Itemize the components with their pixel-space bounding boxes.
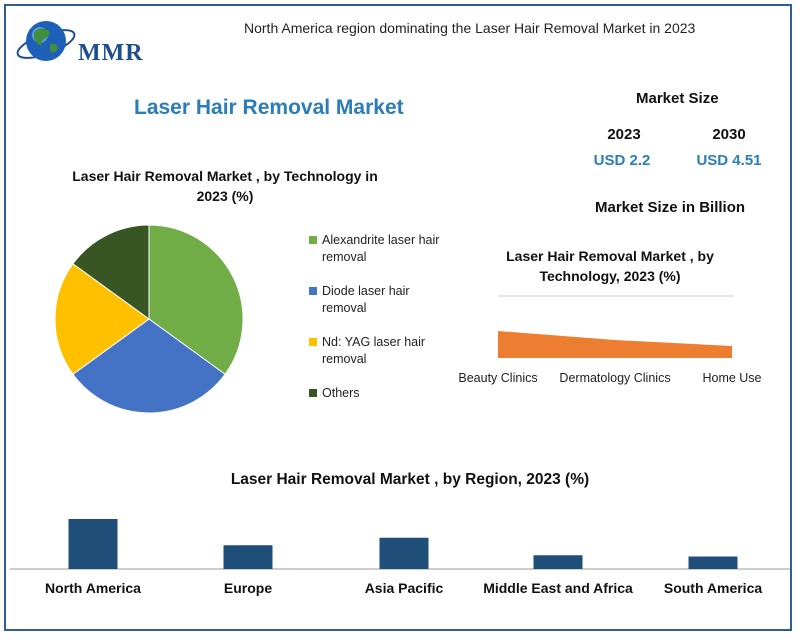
infographic-frame [4, 4, 792, 631]
bar-x-tick-label: North America [45, 580, 141, 596]
globe-logo-icon [16, 21, 76, 61]
technology-pie-chart [54, 224, 244, 414]
legend-item-others: Others [309, 385, 449, 402]
market-size-year-2023: 2023 [607, 126, 641, 143]
region-bar [533, 555, 583, 569]
pie-slice-others [72, 224, 150, 320]
pie-chart-title: Laser Hair Removal Market , by Technolog… [72, 168, 378, 204]
logo-text: MMR [78, 40, 144, 66]
legend-label: Alexandrite laser hair removal [322, 233, 440, 264]
market-size-value-2030: USD 4.51 [696, 152, 762, 169]
region-bar [688, 556, 738, 569]
bar-x-tick-label: Middle East and Africa [483, 580, 633, 596]
pie-slice-alexandrite [148, 224, 244, 375]
page-title: Laser Hair Removal Market [134, 96, 404, 119]
bar-x-tick-label: Europe [224, 580, 272, 596]
legend-label: Others [322, 386, 360, 400]
area-series-fill [498, 331, 732, 358]
bar-x-tick-label: South America [664, 580, 762, 596]
legend-label: Nd: YAG laser hair removal [322, 335, 426, 366]
market-size-unit-label: Market Size in Billion [595, 199, 746, 216]
region-bar [68, 519, 118, 569]
market-size-year-2030: 2030 [712, 126, 746, 143]
region-bar-chart: North America Europe Asia Pacific Middle Ea… [10, 519, 790, 596]
market-size-title: Market Size [636, 90, 719, 107]
region-bar [223, 545, 273, 569]
pie-slice-ndyag [54, 263, 150, 375]
legend-swatch [309, 287, 317, 295]
area-chart-title: Laser Hair Removal Market , by Technolog… [506, 248, 714, 284]
legend-label: Diode laser hair removal [322, 284, 410, 315]
pie-legend: Alexandrite laser hair removal Diode las… [309, 232, 449, 419]
market-size-value-2023: USD 2.2 [593, 152, 651, 169]
legend-swatch [309, 389, 317, 397]
legend-item-diode: Diode laser hair removal [309, 283, 449, 317]
legend-item-alexandrite: Alexandrite laser hair removal [309, 232, 449, 266]
region-bar [379, 537, 429, 569]
legend-swatch [309, 236, 317, 244]
end-user-area-chart: Beauty Clinics Dermatology Clinics Home Us… [458, 295, 762, 385]
area-x-tick-label: Dermatology Clinics [559, 371, 670, 385]
area-x-tick-label: Home Use [702, 371, 761, 385]
header-note: North America region dominating the Lase… [244, 20, 696, 36]
legend-item-ndyag: Nd: YAG laser hair removal [309, 334, 449, 368]
legend-swatch [309, 338, 317, 346]
pie-slice-diode [72, 318, 226, 414]
bar-chart-title: Laser Hair Removal Market , by Region, 2… [230, 471, 590, 488]
area-x-tick-label: Beauty Clinics [458, 371, 537, 385]
bar-x-tick-label: Asia Pacific [365, 580, 444, 596]
